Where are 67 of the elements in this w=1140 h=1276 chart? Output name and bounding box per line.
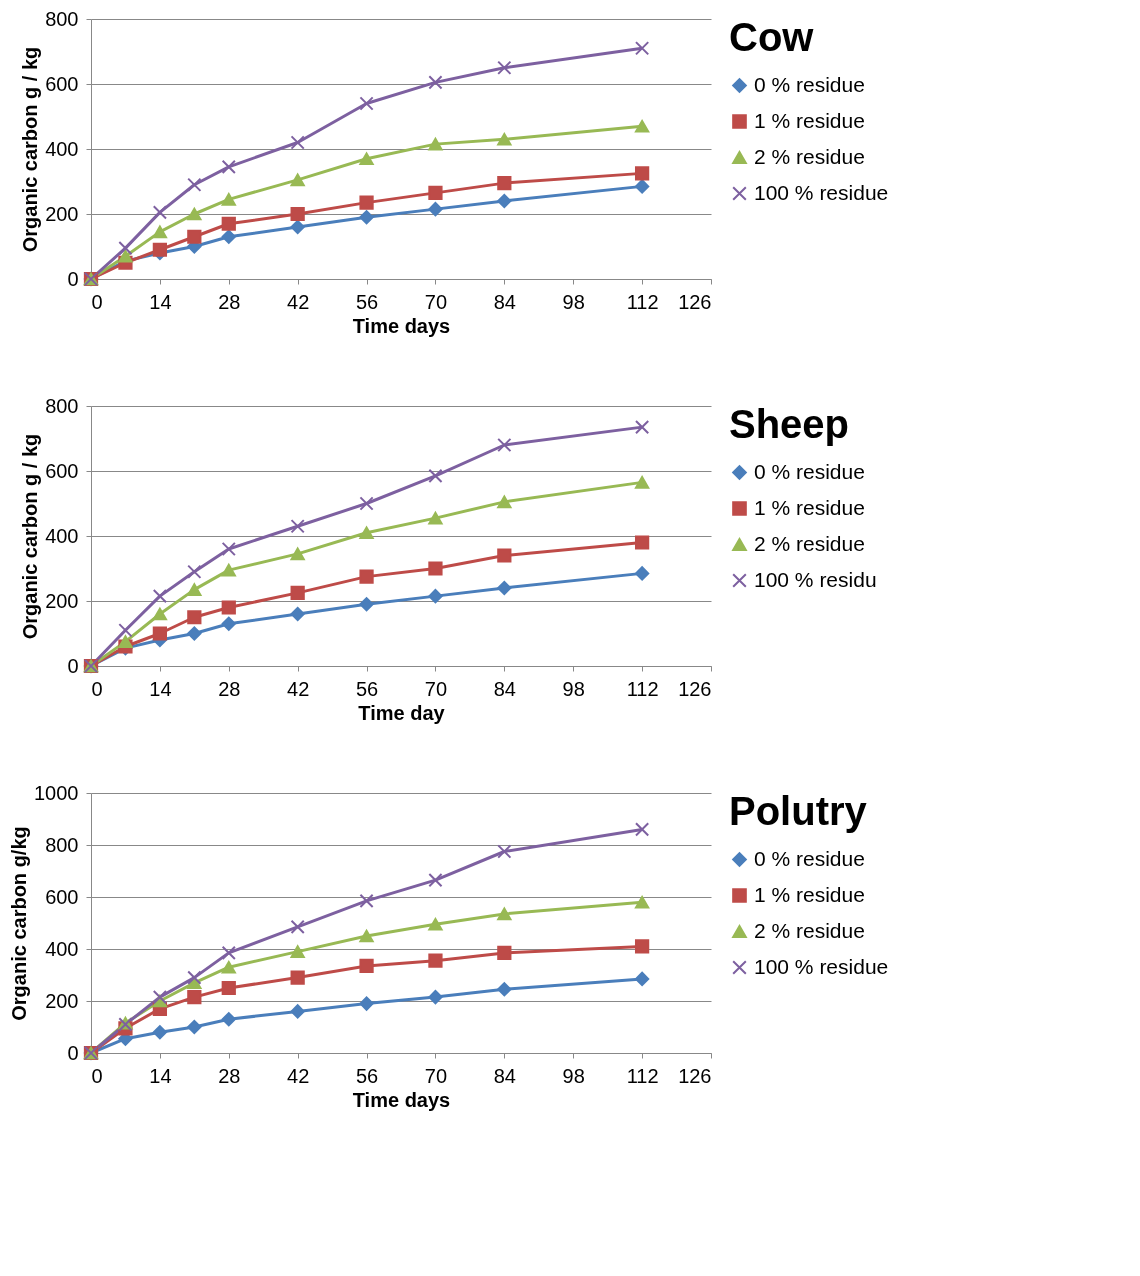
x-tick-label: 28 bbox=[218, 290, 241, 313]
y-tick-label: 400 bbox=[45, 137, 79, 160]
chart-title: Cow bbox=[729, 15, 815, 59]
x-tick-label: 56 bbox=[355, 677, 379, 700]
y-tick-label: 800 bbox=[45, 7, 79, 30]
y-tick-label: 600 bbox=[45, 459, 79, 482]
legend-label: 100 % residue bbox=[754, 954, 889, 978]
x-tick-label: 70 bbox=[424, 677, 448, 700]
legend-label: 1 % residue bbox=[754, 882, 865, 906]
x-tick-label: 56 bbox=[355, 290, 379, 313]
y-tick-label: 1000 bbox=[34, 781, 79, 804]
x-tick-label: 14 bbox=[149, 290, 172, 313]
legend-label: 2 % residue bbox=[754, 531, 865, 555]
x-tick-label: 56 bbox=[355, 1064, 379, 1087]
legend-label: 1 % residue bbox=[754, 108, 865, 132]
y-tick-label: 600 bbox=[45, 885, 79, 908]
x-tick-label: 126 bbox=[678, 1064, 712, 1087]
y-tick-label: 0 bbox=[67, 1041, 79, 1064]
y-tick-label: 0 bbox=[67, 654, 79, 677]
legend-label: 2 % residue bbox=[754, 918, 865, 942]
text: Polutry bbox=[729, 789, 868, 833]
x-tick-label: 28 bbox=[218, 1064, 241, 1087]
y-axis-title: Organic carbon g/kg bbox=[8, 826, 31, 1021]
y-tick-label: 200 bbox=[45, 989, 79, 1012]
x-tick-label: 0 bbox=[91, 677, 103, 700]
y-axis-title: Organic carbon g / kg bbox=[19, 433, 42, 640]
x-tick-label: 14 bbox=[149, 677, 172, 700]
x-tick-label: 70 bbox=[424, 1064, 448, 1087]
x-tick-label: 42 bbox=[287, 290, 310, 313]
x-tick-label: 84 bbox=[493, 677, 516, 700]
x-tick-label: 84 bbox=[493, 1064, 516, 1087]
x-axis-title: Time days bbox=[352, 1088, 451, 1111]
chart-title: Sheep bbox=[729, 402, 850, 446]
y-axis-title: Organic carbon g / kg bbox=[19, 46, 42, 253]
y-tick-label: 200 bbox=[45, 202, 79, 225]
x-tick-label: 112 bbox=[626, 290, 659, 313]
legend-label: 100 % residue bbox=[754, 180, 889, 204]
x-tick-label: 98 bbox=[562, 290, 585, 313]
y-tick-label: 800 bbox=[45, 833, 79, 856]
y-tick-label: 800 bbox=[45, 394, 79, 417]
x-tick-label: 0 bbox=[91, 1064, 103, 1087]
x-tick-label: 112 bbox=[626, 677, 659, 700]
x-tick-label: 14 bbox=[149, 1064, 172, 1087]
y-tick-label: 400 bbox=[45, 524, 79, 547]
x-tick-label: 0 bbox=[91, 290, 103, 313]
x-tick-label: 70 bbox=[424, 290, 448, 313]
y-tick-label: 400 bbox=[45, 937, 79, 960]
x-tick-label: 126 bbox=[678, 290, 712, 313]
x-tick-label: 112 bbox=[626, 1064, 659, 1087]
x-tick-label: 28 bbox=[218, 677, 241, 700]
legend-label: 2 % residue bbox=[754, 144, 865, 168]
legend-label: 1 % residue bbox=[754, 495, 865, 519]
x-axis-title: Time day bbox=[358, 701, 446, 724]
x-tick-label: 126 bbox=[678, 677, 712, 700]
y-tick-label: 0 bbox=[67, 267, 79, 290]
legend-label: 0 % residue bbox=[754, 459, 865, 483]
legend-label: 0 % residue bbox=[754, 72, 865, 96]
y-tick-label: 600 bbox=[45, 72, 79, 95]
legend-label: 0 % residue bbox=[754, 846, 865, 870]
x-tick-label: 42 bbox=[287, 1064, 310, 1087]
y-tick-label: 200 bbox=[45, 589, 79, 612]
x-tick-label: 84 bbox=[493, 290, 516, 313]
legend-label: 100 % residu bbox=[754, 567, 877, 591]
x-tick-label: 98 bbox=[562, 1064, 585, 1087]
x-tick-label: 42 bbox=[287, 677, 310, 700]
x-tick-label: 98 bbox=[562, 677, 585, 700]
x-axis-title: Time days bbox=[352, 314, 451, 337]
